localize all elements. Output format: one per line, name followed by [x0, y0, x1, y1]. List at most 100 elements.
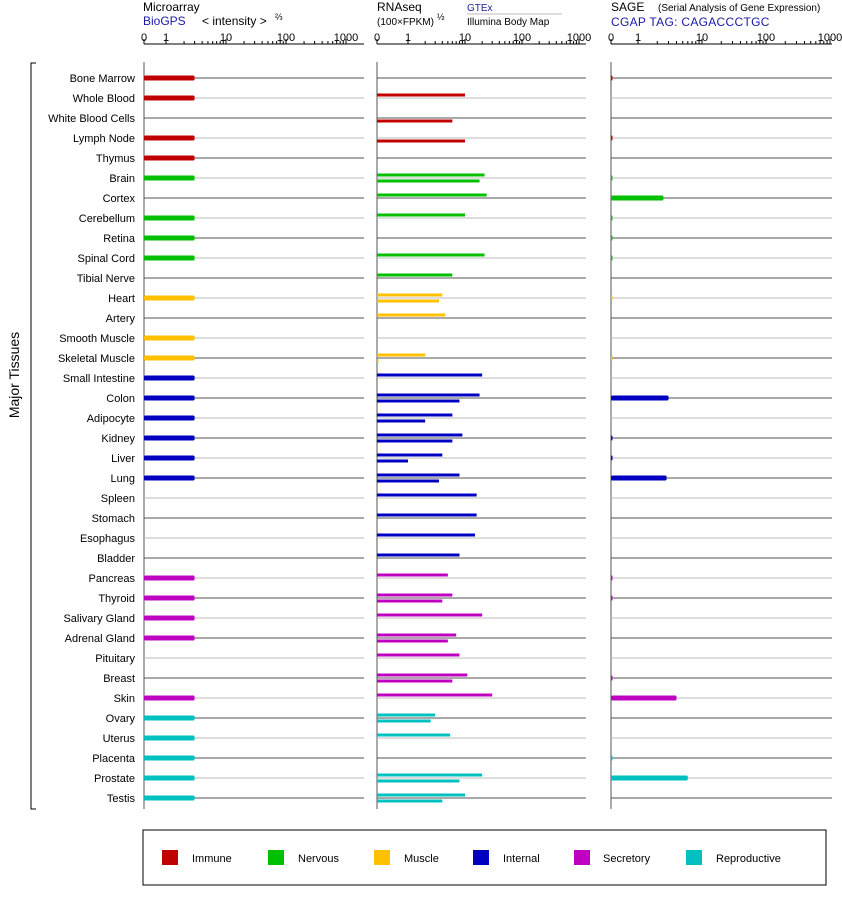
tissue-label: Adipocyte [87, 413, 135, 425]
rnaseq-ibm-bar [377, 719, 431, 723]
microarray-bar [144, 335, 195, 341]
rnaseq-tick-label: 1000 [567, 32, 591, 44]
rnaseq-legend-gtex: GTEx [467, 3, 493, 14]
tissue-label: Lymph Node [73, 133, 135, 145]
rnaseq-gtex-bar [377, 613, 483, 617]
rnaseq-gtex-bar [377, 593, 453, 597]
tissue-label: Liver [111, 453, 135, 465]
tissue-label: Kidney [101, 433, 135, 445]
sage-bar [611, 295, 613, 301]
sage-bar [611, 675, 613, 681]
microarray-source: BioGPS [143, 14, 186, 28]
microarray-bar [144, 695, 195, 701]
sage-bar [611, 135, 613, 141]
legend-label-reproductive: Reproductive [716, 853, 781, 865]
sage-bar [611, 395, 669, 401]
sage-bar [611, 175, 613, 181]
sage-bar [611, 695, 677, 701]
rnaseq-tick-label: 100 [513, 32, 531, 44]
legend-swatch-secretory [574, 850, 590, 865]
tissue-label: Uterus [103, 733, 136, 745]
sage-bar [611, 235, 613, 241]
rnaseq-gtex-bar [377, 93, 465, 97]
microarray-bar [144, 635, 195, 641]
microarray-bar [144, 215, 195, 221]
microarray-exponent: ⅔ [275, 12, 283, 22]
tissue-label: Pancreas [89, 573, 136, 585]
microarray-bar [144, 575, 195, 581]
rnaseq-ibm-bar [377, 599, 443, 603]
rnaseq-ibm-bar [377, 419, 426, 423]
rnaseq-subtitle: (100×FPKM) [377, 17, 434, 28]
microarray-axis-label: < intensity > [202, 14, 267, 28]
y-axis-label: Major Tissues [6, 332, 22, 418]
sage-bar [611, 775, 688, 781]
rnaseq-tick-label: 10 [459, 32, 471, 44]
tissue-label: Colon [106, 393, 135, 405]
sage-bar [611, 475, 667, 481]
sage-tick-label: 100 [757, 32, 775, 44]
microarray-tick-label: 1000 [334, 32, 358, 44]
rnaseq-gtex-bar [377, 313, 446, 317]
rnaseq-gtex-bar [377, 273, 453, 277]
sage-bar [611, 195, 664, 201]
tissue-label: Cortex [103, 193, 136, 205]
tissue-label: White Blood Cells [48, 113, 135, 125]
microarray-bar [144, 75, 195, 81]
microarray-bar [144, 355, 195, 361]
tissue-label: Tibial Nerve [77, 273, 135, 285]
microarray-bar [144, 95, 195, 101]
sage-bar [611, 755, 613, 761]
microarray-bar [144, 475, 195, 481]
tissue-label: Esophagus [80, 533, 136, 545]
legend-swatch-reproductive [686, 850, 702, 865]
rnaseq-gtex-bar [377, 213, 465, 217]
rnaseq-gtex-bar [377, 773, 483, 777]
tissue-label: Adrenal Gland [65, 633, 135, 645]
microarray-bar [144, 255, 195, 261]
microarray-bar [144, 795, 195, 801]
microarray-bar [144, 735, 195, 741]
sage-bar [611, 455, 613, 461]
microarray-tick-label: 0 [141, 32, 147, 44]
rnaseq-ibm-bar [377, 359, 379, 363]
microarray-bar [144, 775, 195, 781]
tissue-label: Breast [103, 673, 135, 685]
legend-label-secretory: Secretory [603, 853, 651, 865]
sage-bar [611, 355, 613, 361]
microarray-bar [144, 175, 195, 181]
rnaseq-gtex-bar [377, 673, 468, 677]
rnaseq-tick-label: 0 [374, 32, 380, 44]
tissue-label: Whole Blood [73, 93, 135, 105]
rnaseq-gtex-bar [377, 353, 426, 357]
legend-swatch-immune [162, 850, 178, 865]
tissue-label: Skeletal Muscle [58, 353, 135, 365]
sage-tick-label: 1 [635, 32, 641, 44]
rnaseq-ibm-bar [377, 139, 465, 143]
tissue-label: Brain [109, 173, 135, 185]
microarray-bar [144, 295, 195, 301]
rnaseq-gtex-bar [377, 373, 483, 377]
tissue-label: Prostate [94, 773, 135, 785]
sage-bar [611, 595, 613, 601]
microarray-bar [144, 615, 195, 621]
sage-bar [611, 435, 613, 441]
sage-bar [611, 575, 613, 581]
microarray-bar [144, 455, 195, 461]
sage-subtitle: (Serial Analysis of Gene Expression) [658, 3, 820, 14]
microarray-bar [144, 415, 195, 421]
rnaseq-gtex-bar [377, 393, 480, 397]
rnaseq-legend-ibm: Illumina Body Map [467, 17, 550, 28]
rnaseq-gtex-bar [377, 713, 436, 717]
microarray-tick-label: 10 [220, 32, 232, 44]
rnaseq-ibm-bar [377, 439, 453, 443]
rnaseq-ibm-bar [377, 799, 443, 803]
rnaseq-gtex-bar [377, 413, 453, 417]
tissue-label: Heart [108, 293, 135, 305]
tissue-label: Stomach [92, 513, 135, 525]
tissue-label: Small Intestine [63, 373, 135, 385]
legend-swatch-muscle [374, 850, 390, 865]
rnaseq-gtex-bar [377, 193, 487, 197]
rnaseq-title: RNAseq [377, 0, 422, 14]
rnaseq-ibm-bar [377, 299, 440, 303]
